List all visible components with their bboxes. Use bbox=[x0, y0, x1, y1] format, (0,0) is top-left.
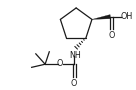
Text: O: O bbox=[71, 79, 77, 88]
Text: O: O bbox=[108, 31, 115, 40]
Text: NH: NH bbox=[69, 51, 81, 60]
Text: O: O bbox=[56, 59, 63, 68]
Polygon shape bbox=[92, 15, 111, 19]
Text: OH: OH bbox=[121, 12, 133, 21]
